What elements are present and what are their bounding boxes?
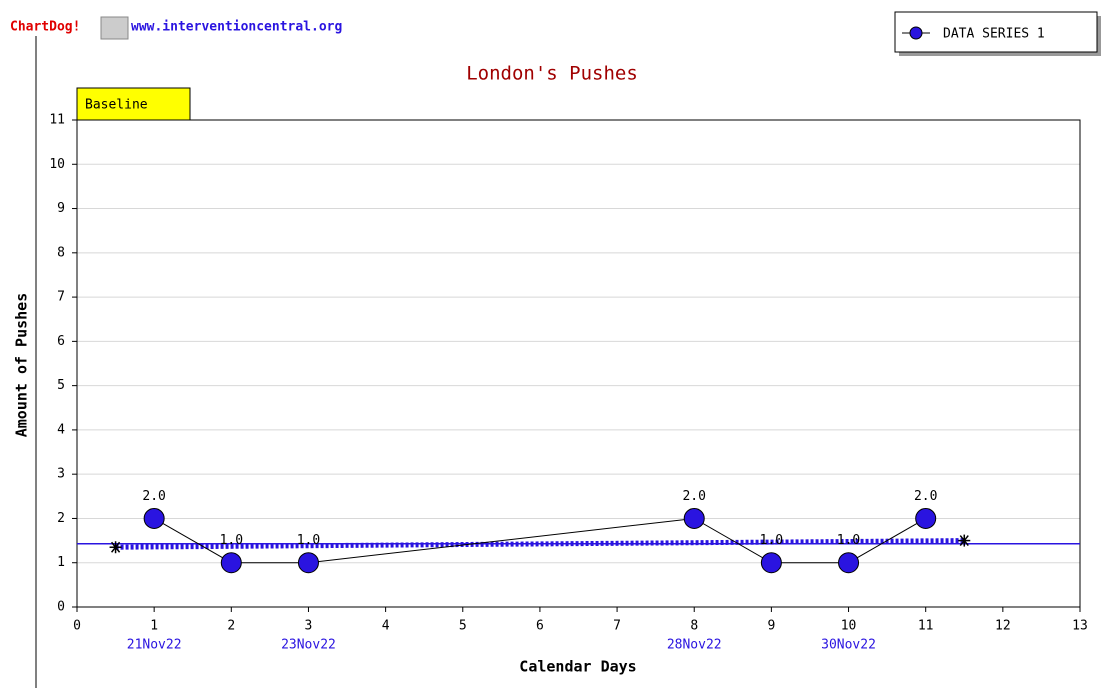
y-axis-label: Amount of Pushes — [13, 293, 31, 438]
date-label: 23Nov22 — [281, 638, 336, 653]
x-tick-label: 8 — [690, 619, 698, 634]
x-tick-label: 6 — [536, 619, 544, 634]
legend-marker — [910, 27, 922, 39]
x-tick-label: 11 — [918, 619, 934, 634]
value-label: 1.0 — [760, 533, 783, 548]
data-point — [761, 553, 781, 573]
y-tick-label: 2 — [57, 511, 65, 526]
y-tick-label: 4 — [57, 422, 65, 437]
y-tick-label: 5 — [57, 378, 65, 393]
value-label: 1.0 — [220, 533, 243, 548]
y-tick-label: 9 — [57, 201, 65, 216]
x-tick-label: 7 — [613, 619, 621, 634]
y-tick-label: 10 — [49, 157, 65, 172]
x-tick-label: 10 — [841, 619, 857, 634]
brand: ChartDog! — [10, 20, 80, 35]
value-label: 2.0 — [914, 489, 937, 504]
chart: ChartDog! www.interventioncentral.org Lo… — [0, 0, 1103, 688]
y-tick-label: 1 — [57, 555, 65, 570]
brand-icon — [101, 17, 128, 39]
x-tick-label: 9 — [767, 619, 775, 634]
data-point — [298, 553, 318, 573]
date-label: 21Nov22 — [127, 638, 182, 653]
chart-title: London's Pushes — [466, 63, 638, 85]
value-label: 1.0 — [837, 533, 860, 548]
value-label: 2.0 — [682, 489, 705, 504]
y-tick-label: 11 — [49, 113, 65, 128]
data-point — [144, 508, 164, 528]
data-point — [684, 508, 704, 528]
y-tick-label: 6 — [57, 334, 65, 349]
value-label: 2.0 — [142, 489, 165, 504]
phase-label: Baseline — [85, 98, 148, 113]
y-tick-label: 0 — [57, 600, 65, 615]
x-tick-label: 1 — [150, 619, 158, 634]
data-point — [839, 553, 859, 573]
x-tick-label: 13 — [1072, 619, 1088, 634]
x-tick-label: 12 — [995, 619, 1011, 634]
legend-label: DATA SERIES 1 — [943, 27, 1045, 42]
x-tick-label: 0 — [73, 619, 81, 634]
y-tick-label: 8 — [57, 245, 65, 260]
x-tick-label: 2 — [227, 619, 235, 634]
date-label: 28Nov22 — [667, 638, 722, 653]
date-label: 30Nov22 — [821, 638, 876, 653]
y-tick-label: 3 — [57, 467, 65, 482]
trend-end — [110, 541, 122, 553]
y-tick-label: 7 — [57, 290, 65, 305]
data-point — [221, 553, 241, 573]
value-label: 1.0 — [297, 533, 320, 548]
url-link[interactable]: www.interventioncentral.org — [131, 20, 342, 35]
x-tick-label: 5 — [459, 619, 467, 634]
x-tick-label: 4 — [382, 619, 390, 634]
x-tick-label: 3 — [305, 619, 313, 634]
x-axis-label: Calendar Days — [519, 658, 636, 676]
data-point — [916, 508, 936, 528]
trend-end — [958, 535, 970, 547]
